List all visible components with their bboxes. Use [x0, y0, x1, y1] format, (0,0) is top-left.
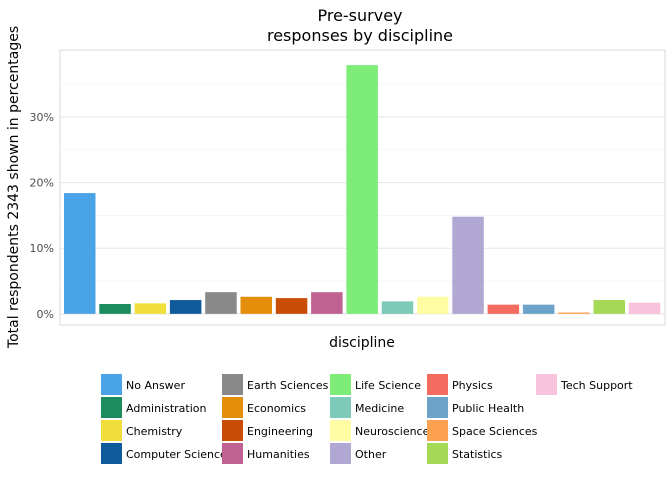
y-tick-label-0: 0% — [37, 308, 54, 321]
bar-space-sciences — [558, 312, 590, 314]
legend-key-tech-support — [536, 374, 557, 395]
legend-label-economics: Economics — [247, 402, 306, 415]
legend-label-administration: Administration — [126, 402, 207, 415]
bar-public-health — [522, 304, 555, 314]
legend-key-chemistry — [101, 420, 122, 441]
legend-label-no-answer: No Answer — [126, 379, 185, 392]
bar-medicine — [381, 301, 414, 314]
y-tick-label-3: 30% — [30, 111, 54, 124]
bars — [64, 65, 661, 314]
legend-label-medicine: Medicine — [355, 402, 404, 415]
y-tick-labels: 0% 10% 20% 30% — [30, 111, 54, 321]
legend-label-chemistry: Chemistry — [126, 425, 183, 438]
legend-label-life-science: Life Science — [355, 379, 421, 392]
legend-label-humanities: Humanities — [247, 448, 310, 461]
bar-other — [452, 216, 484, 314]
y-tick-label-2: 20% — [30, 177, 54, 190]
legend-key-public-health — [427, 397, 448, 418]
chart-title-line-2: responses by discipline — [267, 26, 453, 45]
bar-earth-sciences — [205, 292, 237, 314]
legend-label-tech-support: Tech Support — [560, 379, 633, 392]
bar-humanities — [311, 292, 343, 314]
bar-tech-support — [628, 302, 661, 314]
bar-no-answer — [64, 193, 96, 314]
y-tick-label-1: 10% — [30, 242, 54, 255]
bar-chemistry — [134, 303, 167, 314]
legend-key-administration — [101, 397, 122, 418]
legend-label-statistics: Statistics — [452, 448, 503, 461]
legend-key-other — [330, 443, 351, 464]
legend-label-space-sciences: Space Sciences — [452, 425, 538, 438]
legend-key-physics — [427, 374, 448, 395]
bar-statistics — [593, 300, 625, 314]
legend-key-neuroscience — [330, 420, 351, 441]
bar-physics — [487, 304, 520, 314]
legend-key-no-answer — [101, 374, 122, 395]
legend-label-earth-sciences: Earth Sciences — [247, 379, 329, 392]
bar-economics — [240, 296, 272, 314]
legend-label-neuroscience: Neuroscience — [355, 425, 430, 438]
legend-key-humanities — [222, 443, 243, 464]
legend-key-computer-science — [101, 443, 122, 464]
legend-label-public-health: Public Health — [452, 402, 524, 415]
legend-key-earth-sciences — [222, 374, 243, 395]
legend-label-engineering: Engineering — [247, 425, 313, 438]
legend-key-statistics — [427, 443, 448, 464]
bar-neuroscience — [417, 296, 449, 314]
legend-label-other: Other — [355, 448, 387, 461]
bar-administration — [99, 303, 131, 314]
legend-key-space-sciences — [427, 420, 448, 441]
legend-key-economics — [222, 397, 243, 418]
legend-label-computer-science: Computer Science — [126, 448, 227, 461]
legend: No Answer Administration Chemistry Computer… — [101, 374, 633, 464]
legend-label-physics: Physics — [452, 379, 493, 392]
x-axis-title: discipline — [329, 335, 395, 351]
legend-key-medicine — [330, 397, 351, 418]
bar-computer-science — [169, 300, 202, 314]
legend-key-life-science — [330, 374, 351, 395]
bar-life-science — [346, 65, 378, 314]
chart-title-line-1: Pre-survey — [317, 6, 402, 25]
legend-key-engineering — [222, 420, 243, 441]
bar-engineering — [275, 298, 308, 314]
y-axis-title: Total respondents 2343 shown in percenta… — [6, 26, 22, 349]
